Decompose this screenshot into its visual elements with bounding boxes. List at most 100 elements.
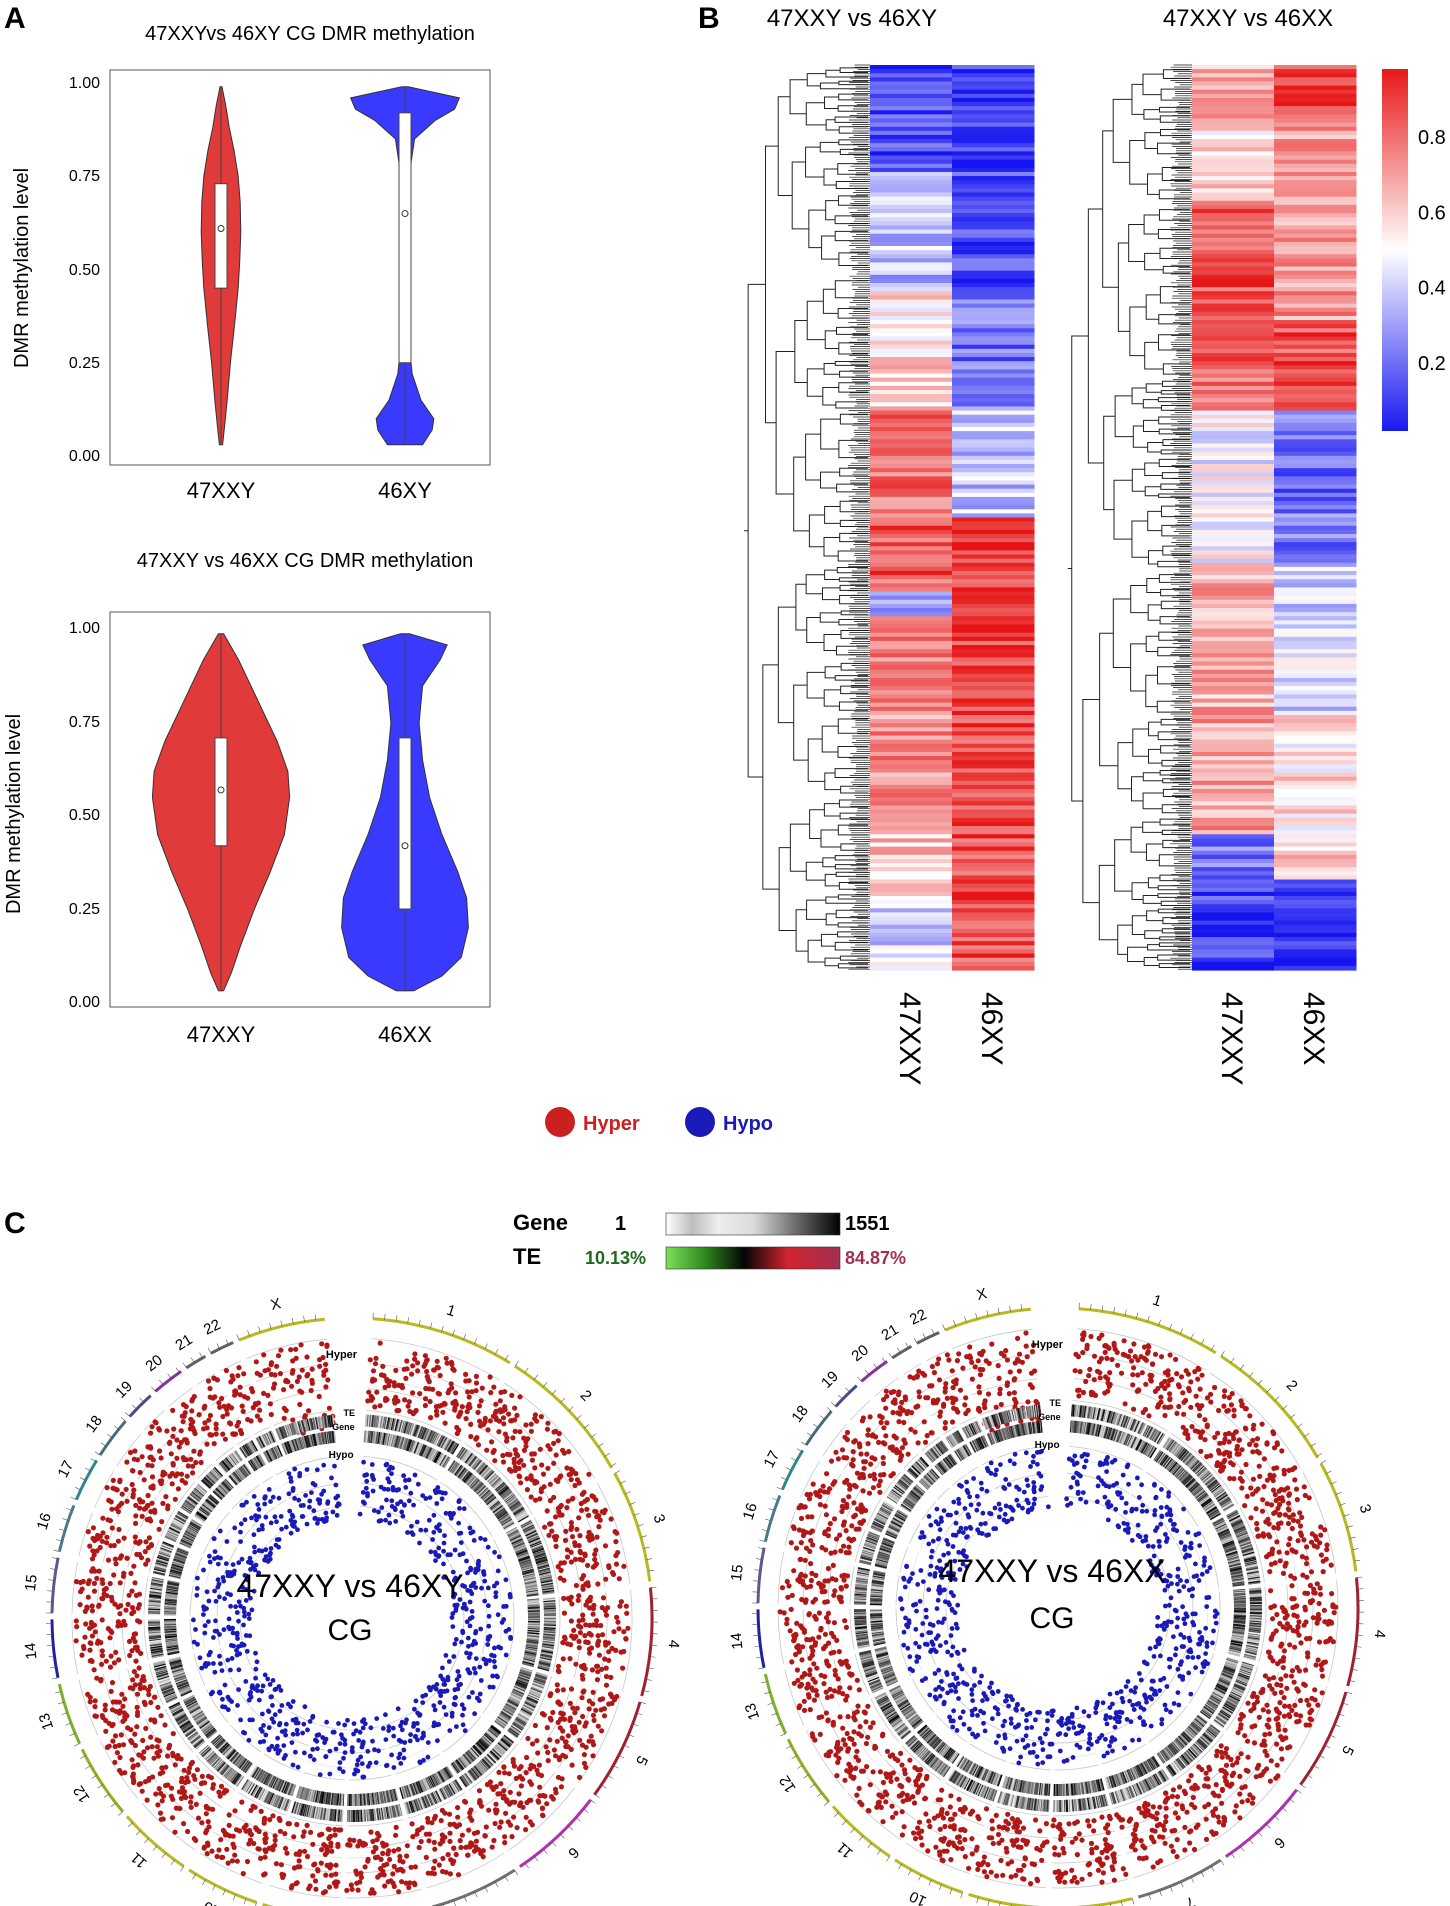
hyper-dmr-point (426, 1379, 432, 1385)
te-density-bar (543, 1601, 556, 1604)
gene-density-bar (515, 1548, 528, 1555)
chromosome-tick (637, 1524, 644, 1527)
gene-density-bar (525, 1587, 538, 1591)
hyper-dmr-point (564, 1547, 571, 1553)
heatmap-cell (1274, 204, 1357, 210)
track-ring (552, 1596, 561, 1673)
chromosome-tick (649, 1656, 656, 1658)
hyper-dmr-point (525, 1436, 531, 1442)
heatmap-cell (1274, 307, 1357, 313)
heatmap-cell (952, 200, 1035, 206)
te-density-bar (543, 1607, 556, 1610)
gene-density-bar (527, 1631, 540, 1634)
gene-density-bar (388, 1434, 393, 1447)
hyper-dmr-point (497, 1824, 503, 1830)
te-density-bar (478, 1464, 488, 1475)
hyper-dmr-point (576, 1593, 582, 1599)
dendrogram-branch (1142, 821, 1163, 833)
te-density-bar (479, 1465, 488, 1475)
hyper-dmr-point (349, 1886, 355, 1892)
te-density-bar (542, 1642, 555, 1646)
heatmap-cell (1192, 784, 1275, 790)
hyper-dmr-point (407, 1408, 413, 1414)
heatmap-cell (952, 492, 1035, 498)
heatmap-cell (952, 377, 1035, 383)
hypo-dmr-point (452, 1591, 458, 1597)
heatmap-cell (870, 435, 953, 440)
te-density-bar (521, 1521, 533, 1529)
heatmap-cell (1274, 447, 1357, 453)
dendrogram-branch (834, 675, 868, 681)
gene-density-bar (522, 1660, 535, 1666)
hyper-dmr-point (544, 1801, 550, 1807)
chromosome-tick (628, 1734, 635, 1738)
hyper-dmr-point (578, 1624, 584, 1630)
heatmap-cell (952, 846, 1035, 852)
te-density-bar (468, 1456, 478, 1467)
hypo-dmr-point (399, 1727, 405, 1733)
hypo-dmr-point (477, 1691, 483, 1697)
heatmap-cell (1274, 529, 1357, 535)
te-density-bar (378, 1416, 382, 1429)
hyper-dmr-point (428, 1415, 434, 1421)
heatmap-cell (952, 147, 1035, 152)
hypo-dmr-point (391, 1765, 397, 1770)
heatmap-cell (1192, 340, 1275, 346)
dendrogram-branch (840, 610, 868, 616)
heatmap-cell (952, 184, 1035, 190)
heatmap-cell (952, 291, 1035, 296)
hyper-dmr-point (586, 1529, 592, 1535)
gene-density-bar (518, 1557, 531, 1564)
hypo-dmr-point (431, 1720, 437, 1726)
heatmap-cell (1192, 945, 1275, 951)
hyper-dmr-point (577, 1533, 583, 1539)
heatmap-cell (1192, 221, 1275, 227)
heatmap-cell (1192, 665, 1275, 671)
gene-density-bar (520, 1667, 533, 1673)
gene-density-bar (526, 1637, 539, 1641)
gene-density-bar (377, 1432, 381, 1444)
heatmap-cell (1192, 657, 1275, 663)
hyper-dmr-point (456, 1822, 463, 1828)
gene-density-bar (525, 1648, 538, 1653)
gene-density-bar (485, 1495, 496, 1505)
hypo-dmr-point (432, 1707, 438, 1713)
heatmap-cell (1192, 85, 1275, 91)
hyper-dmr-point (559, 1776, 565, 1782)
heatmap-cell (952, 764, 1035, 770)
heatmap-cell (870, 768, 953, 774)
hypo-dmr-point (364, 1478, 370, 1484)
heatmap-cell (1192, 661, 1275, 667)
te-density-bar (542, 1596, 556, 1600)
te-density-bar (465, 1453, 475, 1465)
hyper-dmr-point (596, 1524, 602, 1530)
hypo-dmr-point (450, 1569, 456, 1575)
hypo-dmr-point (470, 1690, 475, 1695)
dendrogram-branch (1162, 545, 1190, 556)
dendrogram-branch (838, 342, 868, 355)
heatmap-cell (1274, 945, 1357, 951)
hypo-dmr-point (452, 1687, 458, 1693)
heatmap-cell (952, 784, 1035, 790)
hyper-dmr-point (333, 1862, 339, 1868)
heatmap-cell (952, 283, 1035, 288)
heatmap-cell (952, 517, 1035, 523)
te-density-bar (515, 1511, 527, 1520)
heatmap-cell (1274, 484, 1357, 490)
chromosome-tick (576, 1415, 582, 1420)
heatmap-cell (1274, 702, 1357, 708)
heatmap-cell (1274, 217, 1357, 222)
heatmap-cell (1274, 196, 1357, 202)
te-density-bar (501, 1490, 513, 1500)
heatmap-cell (1192, 303, 1275, 309)
te-density-bar (396, 1419, 401, 1432)
hyper-dmr-point (468, 1807, 474, 1813)
dendrogram-branch (1128, 223, 1145, 263)
hyper-dmr-point (590, 1701, 596, 1707)
heatmap-cell (870, 385, 953, 391)
heatmap-cell (952, 332, 1035, 338)
heatmap-cell (952, 106, 1035, 111)
heatmap-cell (952, 821, 1035, 827)
te-density-bar (540, 1653, 553, 1658)
hyper-dmr-point (577, 1630, 584, 1636)
